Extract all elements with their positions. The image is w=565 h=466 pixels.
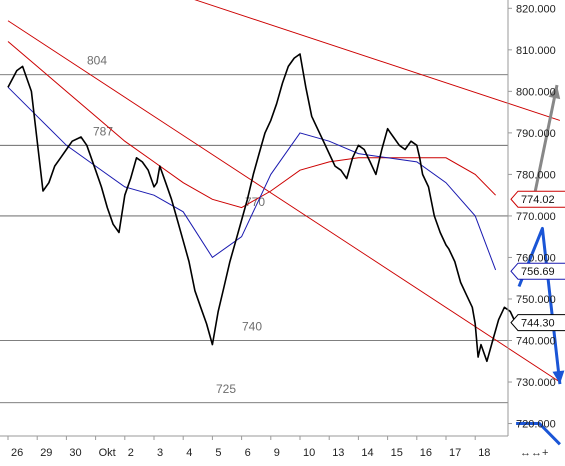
- y-axis: 820.000 810.000 800.000 790.000 780.000 770.0…: [0, 0, 556, 437]
- zoom-control[interactable]: ↔↔+: [520, 447, 548, 459]
- level-label: 740: [242, 319, 262, 333]
- x-tick-label: 29: [40, 447, 52, 459]
- y-tick-label: 800.000: [516, 86, 556, 98]
- x-tick-label: 2: [128, 447, 134, 459]
- x-tick-label: 26: [11, 447, 23, 459]
- x-tick-label: 17: [449, 447, 461, 459]
- horizontal-levels: 804 787 770 740 725: [0, 54, 508, 404]
- price-series: [7, 53, 552, 363]
- forecast-arrow-1: [513, 84, 559, 201]
- x-tick-label: 3: [157, 447, 163, 459]
- x-axis: 26 29 30 Okt 2 3 4 5 6 9 10 13 14 15 16 17 18: [7, 436, 490, 459]
- y-tick-label: 820.000: [516, 3, 556, 15]
- value-marker-label: 756.69: [521, 266, 555, 278]
- level-label: 804: [87, 54, 107, 68]
- trendlines: [7, 0, 561, 383]
- value-marker-label: 774.02: [521, 194, 555, 206]
- x-tick-label: 18: [478, 447, 490, 459]
- y-tick-label: 740.000: [516, 335, 556, 347]
- value-marker-box: [510, 314, 565, 332]
- y-tick-label: 750.000: [516, 294, 556, 306]
- value-marker-box: [510, 262, 565, 280]
- moving-average-red: [7, 41, 496, 209]
- level-label: 725: [216, 382, 236, 396]
- value-marker-box: [510, 190, 565, 208]
- value-marker-label: 744.30: [521, 318, 555, 330]
- y-tick-label: 770.000: [516, 211, 556, 223]
- y-tick-label: 810.000: [516, 45, 556, 57]
- trendline: [7, 20, 561, 383]
- value-markers: 774.02 756.69 744.30: [510, 190, 565, 332]
- x-tick-label: 9: [274, 447, 280, 459]
- x-tick-label: 13: [332, 447, 344, 459]
- x-tick-label: 15: [391, 447, 403, 459]
- y-tick-label: 790.000: [516, 128, 556, 140]
- x-tick-label: 16: [420, 447, 432, 459]
- level-label: 770: [245, 195, 265, 209]
- x-tick-label: 30: [69, 447, 81, 459]
- y-tick-label: 720.000: [516, 419, 556, 431]
- x-tick-label: 14: [361, 447, 373, 459]
- x-tick-label: 6: [245, 447, 251, 459]
- x-tick-label: Okt: [99, 447, 116, 459]
- y-tick-label: 780.000: [516, 169, 556, 181]
- price-line: [7, 53, 552, 363]
- y-tick-label: 760.000: [516, 252, 556, 264]
- x-tick-label: 10: [303, 447, 315, 459]
- x-tick-label: 4: [186, 447, 192, 459]
- level-label: 787: [93, 124, 113, 138]
- trendline: [194, 0, 561, 121]
- x-tick-label: 5: [215, 447, 221, 459]
- arrowhead-icon: [552, 370, 565, 385]
- y-tick-label: 730.000: [516, 377, 556, 389]
- ma-red-line: [7, 41, 496, 209]
- arrowhead-icon: [548, 85, 561, 100]
- forecast-arrow-3: [516, 422, 561, 446]
